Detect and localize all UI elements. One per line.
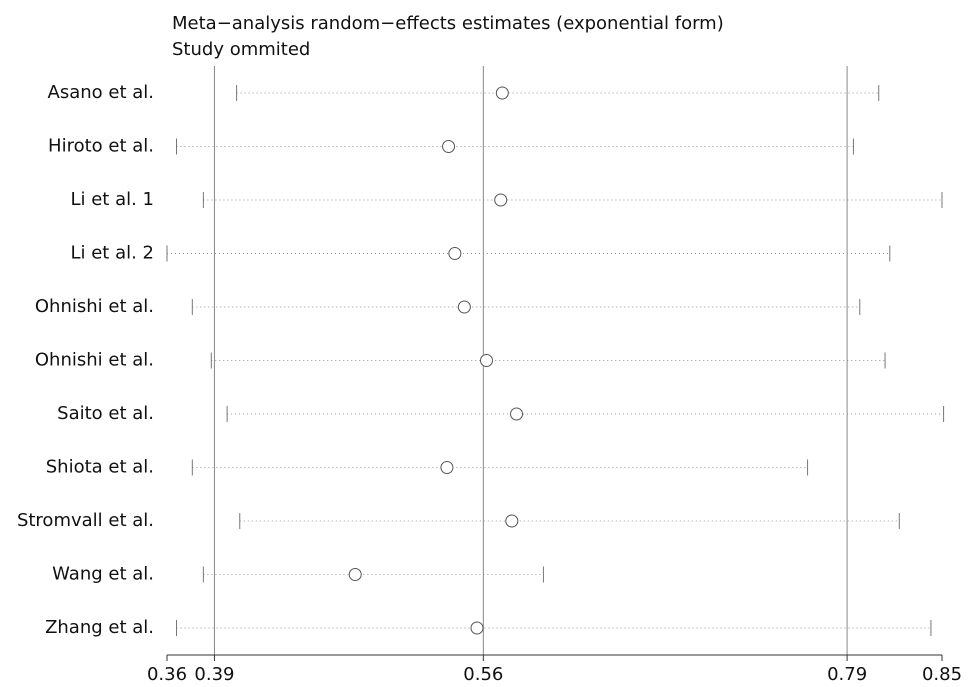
x-tick-label: 0.56 bbox=[463, 664, 503, 685]
y-tick-label: Stromvall et al. bbox=[17, 510, 154, 531]
x-tick-label: 0.79 bbox=[827, 664, 867, 685]
estimate-point bbox=[495, 86, 509, 100]
estimate-point bbox=[470, 621, 484, 635]
y-tick-label: Li et al. 1 bbox=[70, 189, 154, 210]
y-tick-label: Asano et al. bbox=[48, 82, 154, 103]
y-tick-label: Ohnishi et al. bbox=[35, 296, 154, 317]
estimate-point bbox=[348, 568, 362, 581]
y-tick-label: Shiota et al. bbox=[46, 457, 154, 478]
y-tick-label: Hiroto et al. bbox=[48, 136, 154, 157]
estimate-point bbox=[505, 514, 519, 528]
estimate-point bbox=[448, 247, 462, 260]
estimate-point bbox=[457, 300, 471, 314]
y-tick-label: Li et al. 2 bbox=[70, 243, 154, 264]
estimate-point bbox=[440, 461, 454, 474]
chart-subtitle: Study ommited bbox=[172, 39, 310, 60]
chart-title: Meta−analysis random−effects estimates (… bbox=[172, 13, 724, 34]
x-tick-label: 0.39 bbox=[194, 664, 234, 685]
y-tick-label: Ohnishi et al. bbox=[35, 350, 154, 371]
x-tick-label: 0.36 bbox=[147, 664, 187, 685]
estimate-point bbox=[510, 407, 524, 421]
y-tick-label: Saito et al. bbox=[57, 403, 154, 424]
estimate-point bbox=[442, 140, 456, 153]
y-tick-label: Zhang et al. bbox=[45, 617, 154, 638]
x-tick-label: 0.85 bbox=[922, 664, 962, 685]
estimate-point bbox=[494, 193, 508, 207]
estimate-point bbox=[479, 354, 493, 367]
y-tick-label: Wang et al. bbox=[52, 564, 154, 585]
